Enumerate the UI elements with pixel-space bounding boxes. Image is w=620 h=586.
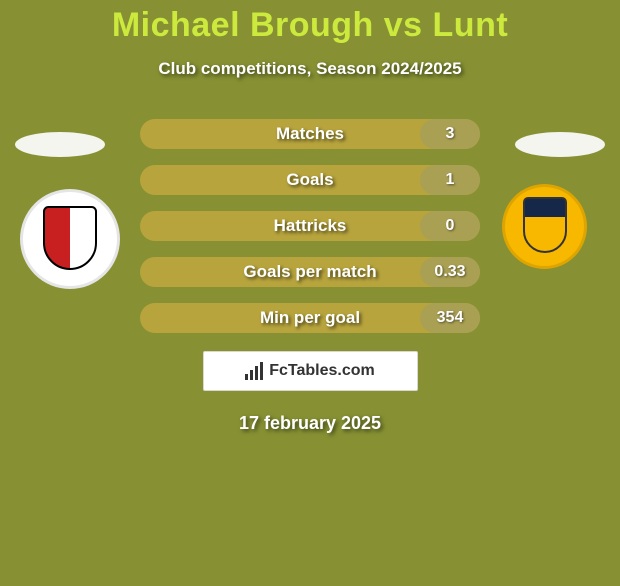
- stat-row-hattricks: Hattricks 0: [140, 211, 480, 241]
- stat-row-min-per-goal: Min per goal 354: [140, 303, 480, 333]
- stat-value: 0: [420, 211, 480, 241]
- stat-value: 3: [420, 119, 480, 149]
- club-badge-left: [20, 189, 120, 289]
- page-title: Michael Brough vs Lunt: [0, 6, 620, 45]
- shield-icon: [43, 206, 97, 270]
- club-badge-right: [502, 184, 587, 269]
- update-date: 17 february 2025: [0, 413, 620, 434]
- brand-text: FcTables.com: [269, 362, 375, 380]
- player-photo-placeholder-right: [515, 132, 605, 157]
- brand-link[interactable]: FcTables.com: [203, 351, 418, 391]
- stat-value: 354: [420, 303, 480, 333]
- stat-row-goals: Goals 1: [140, 165, 480, 195]
- comparison-card: Michael Brough vs Lunt Club competitions…: [0, 6, 620, 586]
- bar-chart-icon: [245, 362, 263, 380]
- stat-row-goals-per-match: Goals per match 0.33: [140, 257, 480, 287]
- player-photo-placeholder-left: [15, 132, 105, 157]
- stat-row-matches: Matches 3: [140, 119, 480, 149]
- shield-icon: [523, 197, 567, 253]
- subtitle: Club competitions, Season 2024/2025: [0, 59, 620, 79]
- stat-value: 1: [420, 165, 480, 195]
- stat-value: 0.33: [420, 257, 480, 287]
- stats-list: Matches 3 Goals 1 Hattricks 0 Goals per …: [140, 119, 480, 333]
